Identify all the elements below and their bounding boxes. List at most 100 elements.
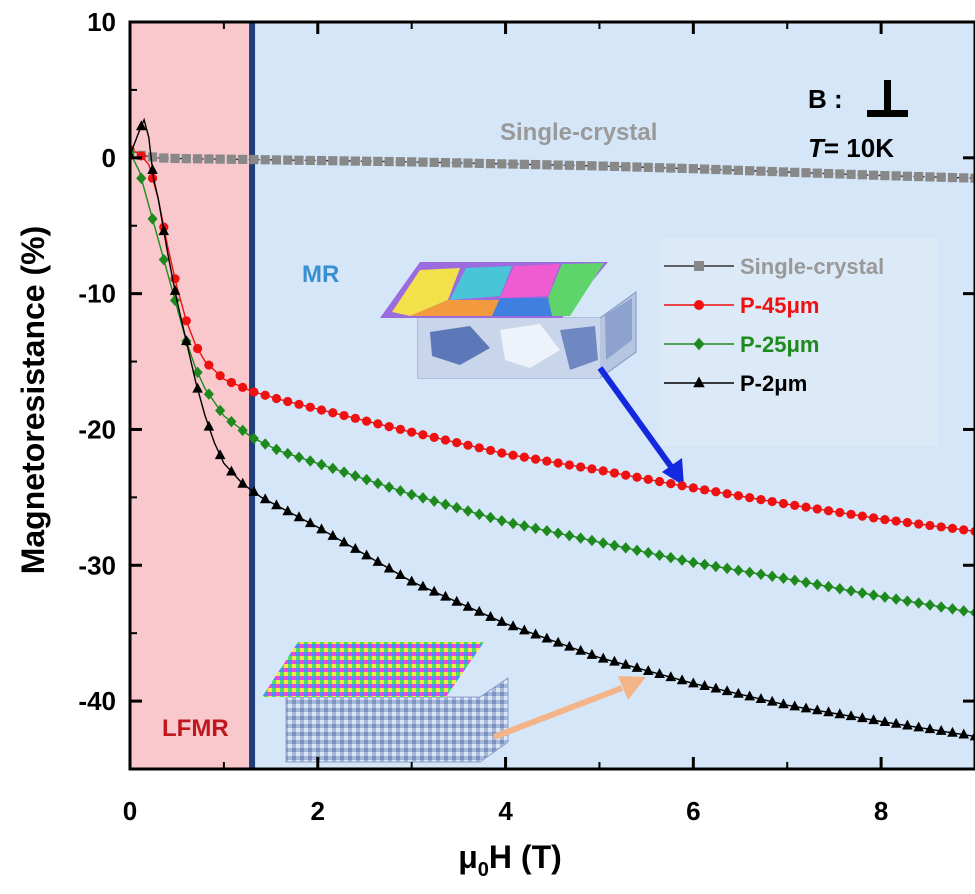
data-point: [384, 156, 394, 167]
data-point: [766, 695, 778, 706]
data-point: [868, 714, 879, 725]
data-point: [373, 156, 383, 167]
data-point: [790, 167, 800, 177]
data-point: [924, 723, 936, 734]
data-point: [869, 513, 879, 523]
data-point: [936, 601, 947, 613]
data-point: [147, 152, 158, 162]
data-point: [914, 171, 924, 182]
y-tick-label: -40: [78, 686, 116, 716]
data-point: [959, 525, 969, 535]
data-point: [576, 160, 586, 171]
data-point: [789, 574, 800, 587]
data-point: [451, 595, 463, 606]
data-point: [316, 523, 327, 534]
data-point: [485, 159, 496, 169]
data-point: [744, 690, 755, 701]
data-point: [857, 511, 867, 521]
series-1: [130, 145, 975, 536]
series-line: [130, 117, 975, 738]
data-point: [631, 544, 643, 557]
data-point: [801, 168, 811, 178]
data-point: [305, 455, 316, 467]
data-point: [496, 514, 507, 527]
data-point: [350, 156, 360, 166]
data-point: [688, 164, 698, 174]
data-point: [925, 172, 935, 182]
data-point: [846, 585, 857, 597]
data-point: [654, 163, 665, 173]
x-tick-label: 6: [686, 796, 700, 826]
data-point: [553, 527, 564, 539]
data-point: [756, 166, 766, 176]
data-point: [823, 706, 834, 717]
data-point: [530, 628, 541, 639]
data-point: [790, 500, 800, 510]
data-point: [328, 156, 338, 166]
region-label-mr: MR: [302, 261, 339, 288]
data-point: [542, 456, 552, 466]
data-point: [226, 377, 236, 388]
data-point: [497, 448, 507, 458]
data-point: [857, 587, 868, 599]
data-point: [632, 472, 642, 482]
x-tick-label: 0: [123, 796, 137, 826]
data-point: [541, 525, 552, 537]
data-point: [451, 501, 462, 514]
y-tick-label: -20: [78, 414, 116, 444]
data-point: [609, 539, 620, 552]
data-point: [677, 554, 688, 566]
data-point: [586, 534, 597, 547]
data-point: [811, 704, 823, 715]
data-point: [181, 316, 191, 326]
data-point: [947, 172, 958, 183]
data-point: [755, 693, 767, 703]
data-point: [587, 161, 597, 171]
data-point: [316, 405, 327, 415]
data-point: [880, 514, 890, 525]
blue-arrow: [597, 366, 684, 486]
data-point: [733, 564, 744, 577]
single-crystal-annotation: Single-crystal: [500, 119, 657, 146]
data-point: [226, 465, 237, 476]
data-point: [158, 225, 170, 236]
y-tick-label: -10: [78, 279, 116, 309]
perpendicular-icon: [867, 80, 908, 117]
data-point: [259, 493, 271, 504]
data-point: [440, 158, 451, 168]
legend-label: P-25μm: [740, 332, 820, 357]
data-point: [508, 159, 518, 169]
data-point: [215, 371, 225, 381]
data-point: [597, 652, 609, 663]
data-point: [801, 502, 811, 512]
data-point: [507, 620, 519, 631]
data-point: [958, 728, 970, 739]
data-point: [316, 155, 327, 166]
legend-entry: Single-crystal: [664, 254, 884, 279]
data-point: [959, 173, 969, 183]
plot-frame: [128, 20, 975, 771]
x-axis-title-subscript: 0: [478, 859, 489, 881]
data-point: [474, 158, 484, 168]
data-point: [586, 648, 598, 659]
coarse-grain-illustration: [380, 262, 637, 379]
data-point: [823, 580, 834, 593]
data-point: [800, 702, 812, 713]
data-point: [733, 491, 744, 501]
data-point: [846, 509, 856, 519]
data-point: [418, 157, 428, 167]
data-point: [418, 430, 428, 440]
series-line: [130, 152, 975, 614]
data-point: [880, 170, 890, 181]
data-point: [745, 166, 755, 176]
series-3: [130, 117, 975, 741]
data-point: [384, 422, 394, 432]
data-point: [395, 157, 405, 167]
region-label-lfmr: LFMR: [162, 715, 229, 742]
data-point: [283, 155, 293, 165]
data-point: [249, 155, 259, 165]
data-point: [159, 153, 169, 163]
data-point: [169, 284, 181, 295]
data-point: [485, 610, 496, 621]
data-point: [654, 549, 665, 561]
